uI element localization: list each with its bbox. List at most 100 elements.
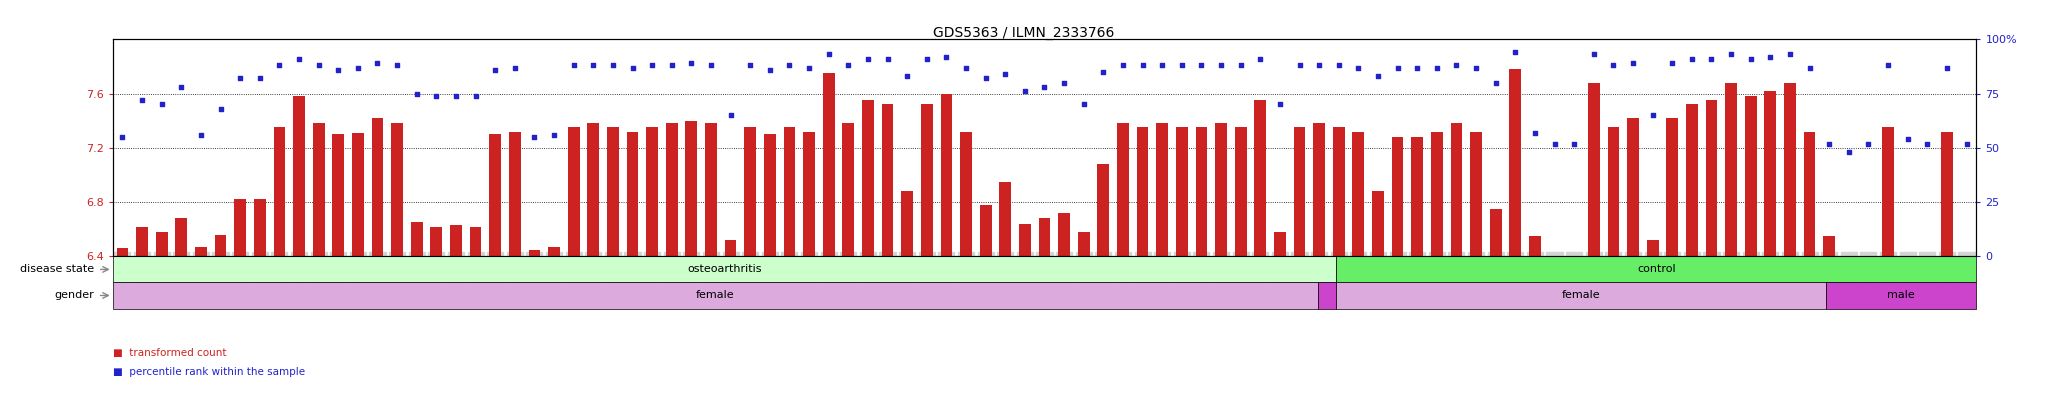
Point <box>813 51 846 58</box>
Point <box>1165 62 1198 68</box>
Point <box>479 66 512 73</box>
Bar <box>862 100 874 256</box>
Bar <box>1724 83 1737 256</box>
Bar <box>1411 137 1423 256</box>
Point <box>557 62 590 68</box>
Bar <box>1745 96 1757 256</box>
Point <box>694 62 727 68</box>
Point <box>1950 140 1982 147</box>
Point <box>1538 140 1571 147</box>
Bar <box>156 232 168 256</box>
Point <box>303 62 336 68</box>
Bar <box>1450 123 1462 256</box>
Bar <box>274 127 285 256</box>
Bar <box>254 199 266 256</box>
Point <box>1753 53 1786 60</box>
Text: ■  percentile rank within the sample: ■ percentile rank within the sample <box>113 367 305 377</box>
Bar <box>1274 232 1286 256</box>
Point <box>106 134 139 140</box>
Bar <box>1176 127 1188 256</box>
Bar <box>412 222 422 256</box>
Point <box>578 62 610 68</box>
Bar <box>1804 132 1815 256</box>
Text: female: female <box>696 290 735 301</box>
Point <box>166 84 199 90</box>
Bar <box>489 134 502 256</box>
Point <box>1264 101 1296 108</box>
Point <box>1145 62 1178 68</box>
Bar <box>764 134 776 256</box>
Point <box>440 93 473 99</box>
Bar <box>979 205 991 256</box>
Point <box>1774 51 1806 58</box>
Point <box>754 66 786 73</box>
Bar <box>940 94 952 256</box>
Bar <box>588 123 600 256</box>
Point <box>498 64 530 71</box>
Bar <box>1313 123 1325 256</box>
Text: male: male <box>1886 290 1915 301</box>
Point <box>1087 69 1120 75</box>
Bar <box>1608 127 1620 256</box>
Bar <box>1667 118 1677 256</box>
Bar <box>823 73 836 256</box>
Point <box>283 56 315 62</box>
Bar <box>1706 100 1718 256</box>
Text: control: control <box>1636 264 1675 274</box>
Point <box>1675 56 1708 62</box>
Bar <box>371 118 383 256</box>
Point <box>1067 101 1100 108</box>
Point <box>831 62 864 68</box>
Bar <box>1137 127 1149 256</box>
Bar <box>1882 127 1894 256</box>
Bar <box>1765 91 1776 256</box>
Point <box>1008 88 1040 95</box>
Text: GDS5363 / ILMN_2333766: GDS5363 / ILMN_2333766 <box>934 26 1114 40</box>
Bar <box>1393 137 1403 256</box>
Bar <box>451 225 463 256</box>
Point <box>733 62 766 68</box>
Point <box>1401 64 1434 71</box>
Bar <box>1626 118 1638 256</box>
Point <box>1559 140 1591 147</box>
Point <box>1714 51 1747 58</box>
Bar <box>430 226 442 256</box>
Bar <box>999 182 1012 256</box>
Bar <box>1157 123 1167 256</box>
Bar <box>176 219 186 256</box>
Point <box>322 66 354 73</box>
Bar <box>1960 256 1972 267</box>
Bar <box>1823 236 1835 256</box>
Point <box>1499 49 1532 55</box>
Point <box>1440 62 1473 68</box>
Point <box>420 93 453 99</box>
Bar <box>1253 100 1266 256</box>
Bar <box>606 127 618 256</box>
Point <box>616 64 649 71</box>
Point <box>1851 140 1884 147</box>
Bar <box>1921 256 1933 263</box>
Bar <box>1337 256 1976 283</box>
Bar <box>627 132 639 256</box>
Bar <box>391 123 403 256</box>
Point <box>360 60 393 66</box>
Point <box>969 75 1001 81</box>
Point <box>145 101 178 108</box>
Bar <box>1294 127 1305 256</box>
Point <box>184 132 217 138</box>
Point <box>635 62 668 68</box>
Point <box>1872 62 1905 68</box>
Point <box>1460 64 1493 71</box>
Point <box>1616 60 1649 66</box>
Point <box>1911 140 1944 147</box>
Point <box>852 56 885 62</box>
Bar <box>1098 164 1110 256</box>
Point <box>772 62 805 68</box>
Bar <box>1903 256 1913 259</box>
Point <box>1106 62 1139 68</box>
Bar <box>1235 127 1247 256</box>
Bar <box>1548 256 1561 270</box>
Bar <box>1372 191 1384 256</box>
Bar <box>233 199 246 256</box>
Point <box>1479 79 1511 86</box>
